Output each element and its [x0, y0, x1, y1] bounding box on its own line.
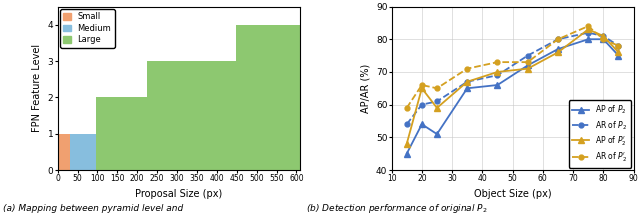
Bar: [96, 97, 147, 170]
Text: (b) Detection performance of original P$_2$: (b) Detection performance of original P$…: [306, 203, 488, 215]
Bar: [58, 134, 70, 170]
Bar: [70, 134, 96, 170]
Bar: [236, 25, 300, 170]
Legend: AP of $P_2$, AR of $P_2$, AP of $P_2'$, AR of $P_2'$: AP of $P_2$, AR of $P_2$, AP of $P_2'$, …: [568, 100, 631, 168]
Bar: [147, 61, 236, 170]
Text: (a) Mapping between pyramid level and: (a) Mapping between pyramid level and: [3, 204, 183, 213]
X-axis label: Proposal Size (px): Proposal Size (px): [135, 189, 222, 199]
Legend: Small, Medium, Large: Small, Medium, Large: [60, 9, 115, 48]
X-axis label: Object Size (px): Object Size (px): [474, 189, 552, 199]
Y-axis label: FPN Feature Level: FPN Feature Level: [32, 44, 42, 132]
Y-axis label: AP/AR (%): AP/AR (%): [360, 64, 371, 113]
